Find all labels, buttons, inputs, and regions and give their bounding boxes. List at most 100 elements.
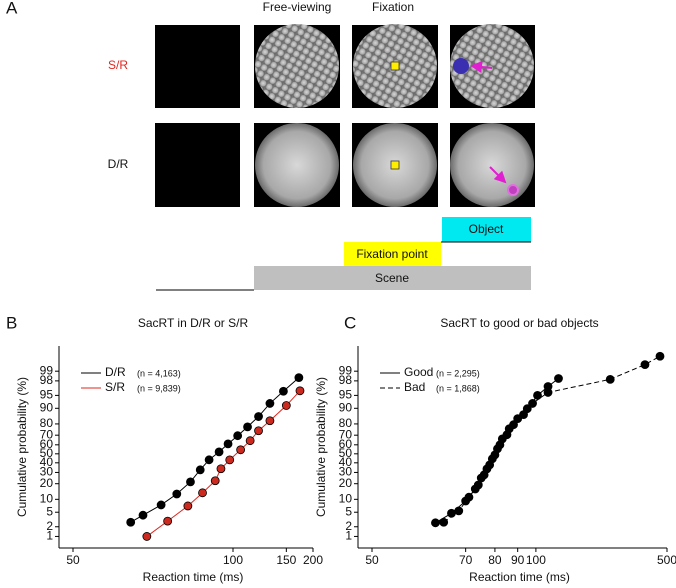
panel-label: A: [6, 0, 18, 17]
x-axis-label: Reaction time (ms): [143, 570, 244, 584]
data-point: [204, 455, 214, 465]
data-point: [281, 401, 291, 410]
y-tick-label: 10: [339, 491, 353, 505]
timeline-label: Scene: [375, 271, 409, 285]
panel-label: C: [344, 313, 356, 332]
data-point: [126, 517, 136, 527]
data-point: [640, 360, 650, 369]
y-tick-label: 20: [339, 476, 353, 490]
x-tick-label: 150: [276, 553, 296, 567]
column-label: Free-viewing: [263, 0, 332, 14]
y-tick-label: 95: [339, 388, 353, 402]
data-point: [254, 426, 263, 436]
chart-title: SacRT to good or bad objects: [440, 316, 598, 330]
y-tick-label: 30: [339, 465, 353, 479]
y-tick-label: 90: [40, 400, 54, 414]
y-axis-label: Cumulative probability (%): [314, 377, 328, 517]
series-line: [130, 377, 300, 523]
data-point: [554, 374, 563, 383]
data-point: [533, 390, 542, 400]
y-tick-label: 5: [46, 504, 53, 518]
data-point: [655, 351, 665, 361]
data-point: [183, 501, 193, 511]
data-point: [279, 386, 288, 396]
data-point: [254, 412, 263, 421]
data-point: [233, 431, 243, 441]
x-tick-label: 50: [66, 553, 80, 567]
x-tick-label: 500: [657, 553, 676, 567]
y-tick-label: 40: [339, 455, 353, 469]
data-point: [223, 439, 233, 449]
x-axis-label: Reaction time (ms): [469, 570, 570, 584]
y-tick-label: 70: [339, 427, 353, 441]
data-point: [156, 500, 166, 510]
y-tick-label: 80: [40, 416, 54, 430]
y-tick-label: 1: [345, 529, 352, 543]
data-point: [214, 447, 224, 457]
legend-label: Good: [404, 365, 433, 379]
y-tick-label: 90: [339, 400, 353, 414]
y-tick-label: 60: [40, 437, 54, 451]
timeline-label: Object: [469, 222, 504, 236]
data-point: [605, 374, 615, 384]
legend-label: D/R: [105, 365, 126, 379]
stimulus-frames: [155, 24, 535, 207]
x-tick-label: 80: [488, 553, 502, 567]
timeline: [156, 217, 531, 291]
data-point: [172, 489, 182, 499]
y-tick-label: 60: [339, 437, 353, 451]
data-point: [439, 517, 449, 527]
timeline-label: Fixation point: [356, 247, 428, 261]
row-label: D/R: [108, 157, 129, 171]
data-point: [142, 532, 152, 541]
y-axis-label: Cumulative probability (%): [15, 377, 29, 517]
series-line: [146, 390, 301, 537]
data-point: [519, 410, 528, 420]
y-tick-label: 2: [345, 519, 352, 533]
data-point: [186, 477, 195, 487]
data-point: [210, 476, 220, 486]
y-tick-label: 70: [40, 427, 54, 441]
legend-note: (n = 4,163): [137, 368, 181, 378]
y-tick-label: 5: [345, 504, 352, 518]
data-point: [543, 388, 553, 397]
data-point: [295, 386, 305, 396]
data-point: [509, 420, 518, 430]
x-tick-label: 100: [223, 553, 243, 567]
series-line: [443, 355, 661, 523]
y-tick-label: 99: [339, 363, 353, 377]
y-tick-label: 20: [40, 476, 54, 490]
data-point: [454, 506, 464, 516]
data-point: [195, 465, 205, 475]
y-tick-label: 80: [339, 416, 353, 430]
data-point: [265, 416, 275, 426]
data-point: [495, 440, 505, 450]
x-tick-label: 50: [365, 553, 379, 567]
y-tick-label: 98: [339, 373, 353, 387]
legend-label: S/R: [105, 380, 125, 394]
y-tick-label: 1: [46, 529, 53, 543]
panel-label: B: [6, 313, 17, 332]
data-point: [138, 510, 148, 520]
legend-label: Bad: [404, 380, 425, 394]
data-point: [485, 460, 495, 470]
data-point: [245, 436, 255, 446]
legend-note: (n = 1,868): [436, 383, 480, 393]
y-tick-label: 30: [40, 465, 54, 479]
legend-note: (n = 2,295): [436, 368, 480, 378]
y-tick-label: 99: [40, 363, 54, 377]
data-point: [431, 518, 440, 528]
data-point: [479, 470, 489, 480]
y-tick-label: 50: [339, 446, 353, 460]
data-point: [528, 399, 537, 408]
data-point: [473, 480, 483, 490]
data-point: [198, 488, 207, 498]
x-tick-label: 100: [526, 553, 546, 567]
data-point: [265, 399, 275, 408]
y-tick-label: 50: [40, 446, 54, 460]
data-point: [163, 516, 173, 526]
data-point: [464, 492, 474, 502]
data-point: [294, 373, 304, 383]
y-tick-label: 95: [40, 388, 54, 402]
